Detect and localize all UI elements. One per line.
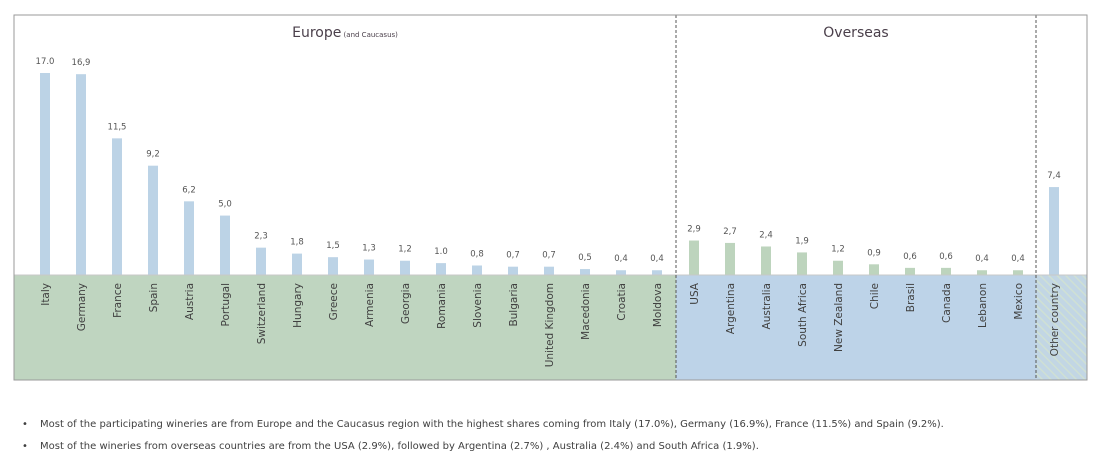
bar [580, 269, 590, 275]
data-label: 1.0 [434, 247, 448, 257]
group-title: Overseas [823, 25, 888, 41]
category-label: South Africa [797, 283, 809, 347]
bar [1049, 187, 1059, 275]
bar [328, 257, 338, 275]
data-label: 2,3 [254, 232, 268, 242]
category-label: Portugal [220, 283, 232, 327]
data-label: 0,6 [939, 252, 953, 262]
bar [400, 260, 410, 275]
category-band [14, 275, 676, 380]
data-label: 0,7 [542, 251, 556, 261]
category-band [1036, 275, 1087, 380]
bar [977, 270, 987, 275]
bar [616, 270, 626, 275]
category-label: Switzerland [256, 283, 268, 344]
category-label: Lebanon [977, 283, 989, 328]
category-label: Hungary [292, 283, 304, 328]
category-label: United Kingdom [544, 283, 556, 367]
category-band [676, 275, 1036, 380]
data-label: 1,2 [831, 245, 845, 255]
data-label: 2,9 [687, 225, 701, 235]
footnote: • Most of the wineries from overseas coun… [22, 441, 759, 452]
category-label: Canada [941, 283, 953, 323]
data-label: 6,2 [182, 185, 196, 195]
category-label: Germany [76, 283, 88, 331]
data-label: 1,3 [362, 244, 376, 254]
category-label: Georgia [400, 283, 412, 324]
bar [184, 201, 194, 275]
data-label: 0,4 [614, 254, 628, 264]
data-label: 17.0 [36, 57, 55, 67]
bar [112, 138, 122, 275]
category-label: Armenia [364, 283, 376, 327]
bar [436, 263, 446, 275]
footnotes: • Most of the participating wineries are … [22, 416, 944, 460]
data-label: 9,2 [146, 150, 160, 160]
data-label: 7,4 [1047, 171, 1061, 181]
data-label: 2,7 [723, 227, 737, 237]
group-title: Europe (and Caucasus) [292, 25, 398, 41]
data-label: 0,4 [1011, 254, 1025, 264]
category-label: Argentina [725, 283, 737, 334]
data-label: 0,4 [975, 254, 989, 264]
category-label: Mexico [1013, 283, 1025, 320]
bar [76, 74, 86, 275]
bar [220, 215, 230, 275]
data-label: 1,9 [795, 236, 809, 246]
bar [364, 259, 374, 275]
chart-frame [13, 14, 1088, 381]
data-label: 1,2 [398, 245, 412, 255]
category-label: Brasil [905, 283, 917, 312]
data-label: 0,5 [578, 253, 592, 263]
category-label: Macedonia [580, 283, 592, 340]
bar [689, 240, 699, 275]
data-label: 1,8 [290, 238, 304, 248]
category-label: Croatia [616, 283, 628, 321]
data-label: 1,5 [326, 241, 340, 251]
data-label: 11,5 [108, 122, 127, 132]
bar [725, 242, 735, 275]
data-label: 2,4 [759, 230, 773, 240]
data-label: 0,4 [650, 254, 664, 264]
bar [472, 265, 482, 275]
bar [761, 246, 771, 275]
category-label: Italy [40, 283, 52, 306]
data-label: 5,0 [218, 200, 232, 210]
bar [256, 247, 266, 275]
category-label: Chile [869, 283, 881, 309]
bar [292, 253, 302, 275]
bar [1013, 270, 1023, 275]
category-label: Bulgaria [508, 283, 520, 327]
category-label: Romania [436, 283, 448, 329]
bar [905, 267, 915, 275]
category-label: USA [689, 282, 701, 305]
bar [833, 260, 843, 275]
data-label: 0,7 [506, 251, 520, 261]
category-label: Spain [148, 283, 160, 312]
bar [148, 165, 158, 275]
category-label: Austria [184, 283, 196, 320]
bar [652, 270, 662, 275]
category-label: Moldova [652, 283, 664, 327]
footnote: • Most of the participating wineries are … [22, 419, 944, 430]
category-label: France [112, 283, 124, 318]
data-label: 16,9 [72, 58, 91, 68]
bar [40, 73, 50, 275]
data-label: 0,8 [470, 249, 484, 259]
category-label: Slovenia [472, 283, 484, 328]
bar [941, 267, 951, 275]
category-label: New Zealand [833, 283, 845, 352]
bar [869, 264, 879, 275]
bar [508, 266, 518, 275]
category-label: Australia [761, 283, 773, 329]
category-label: Greece [328, 283, 340, 320]
data-label: 0,9 [867, 248, 881, 258]
bar [797, 252, 807, 275]
data-label: 0,6 [903, 252, 917, 262]
bar [544, 266, 554, 275]
category-label: Other country [1049, 283, 1061, 356]
